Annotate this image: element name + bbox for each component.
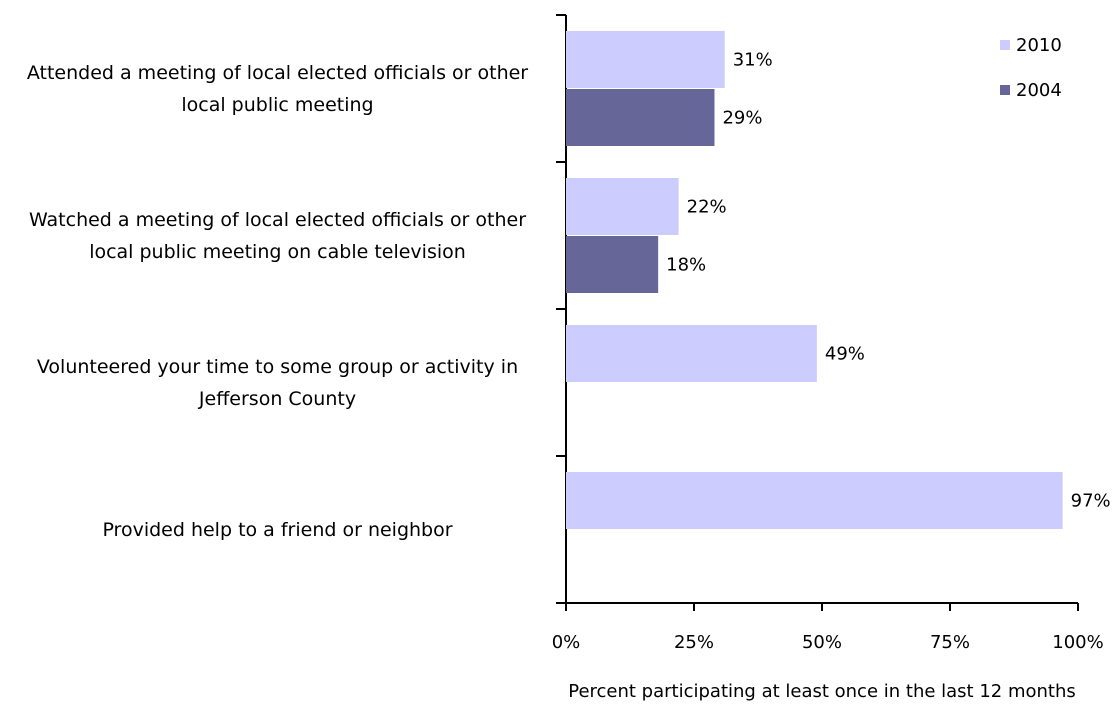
bar bbox=[566, 325, 817, 382]
legend-label: 2010 bbox=[1016, 35, 1062, 56]
category-label: Watched a meeting of local elected offic… bbox=[28, 208, 527, 263]
legend-swatch bbox=[1000, 85, 1010, 95]
value-label: 29% bbox=[722, 108, 762, 129]
bar bbox=[566, 178, 679, 235]
bar bbox=[566, 472, 1063, 529]
x-tick-label: 25% bbox=[674, 632, 714, 653]
x-tick-label: 0% bbox=[552, 632, 581, 653]
x-axis-label: Percent participating at least once in t… bbox=[568, 681, 1076, 702]
bar bbox=[566, 89, 715, 146]
category-label: Attended a meeting of local elected offi… bbox=[26, 61, 529, 116]
x-tick-label: 75% bbox=[930, 632, 970, 653]
legend-swatch bbox=[1000, 40, 1010, 50]
category-label: Provided help to a friend or neighbor bbox=[102, 518, 453, 541]
value-label: 31% bbox=[733, 50, 773, 71]
value-label: 97% bbox=[1071, 491, 1111, 512]
bar bbox=[566, 236, 659, 293]
x-tick-label: 100% bbox=[1052, 632, 1103, 653]
x-tick-label: 50% bbox=[802, 632, 842, 653]
value-label: 49% bbox=[825, 344, 865, 365]
value-label: 18% bbox=[666, 255, 706, 276]
bar bbox=[566, 31, 725, 88]
value-label: 22% bbox=[687, 197, 727, 218]
category-label: Volunteered your time to some group or a… bbox=[36, 355, 519, 410]
legend-label: 2004 bbox=[1016, 80, 1062, 101]
